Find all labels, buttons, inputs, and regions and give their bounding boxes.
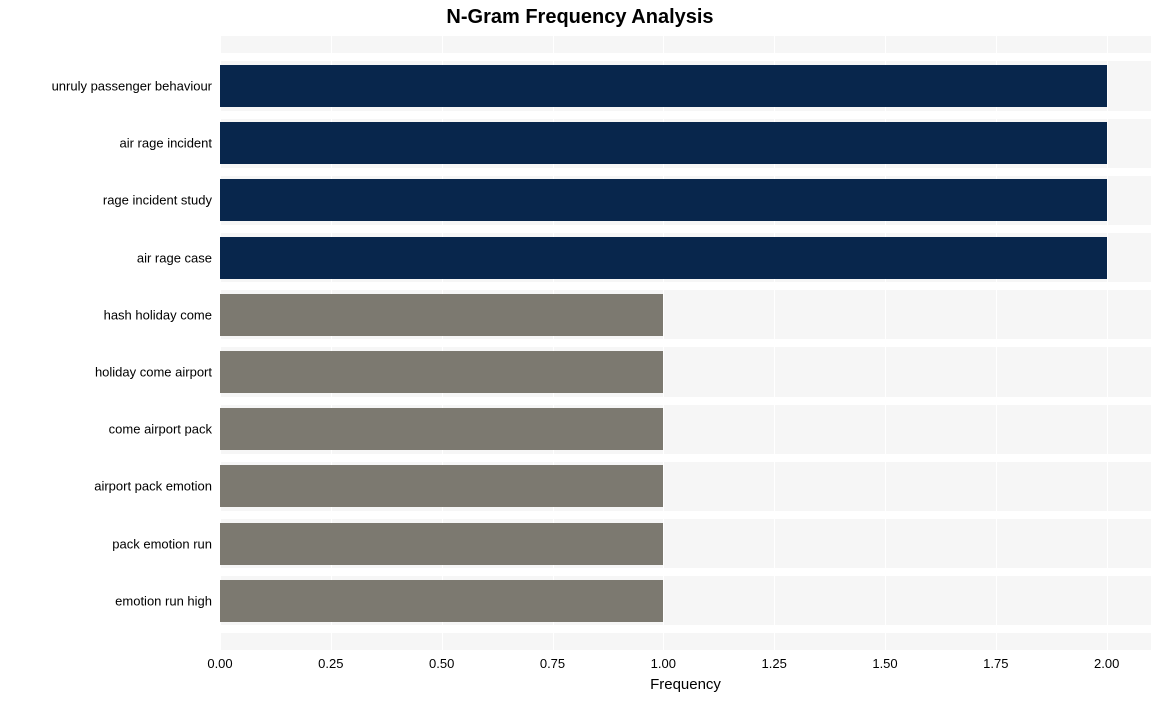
x-tick-label: 0.50: [429, 656, 454, 671]
y-tick-label: air rage case: [0, 251, 212, 264]
y-tick-label: rage incident study: [0, 194, 212, 207]
bar: [220, 523, 663, 565]
bar: [220, 351, 663, 393]
bar: [220, 580, 663, 622]
y-tick-label: air rage incident: [0, 137, 212, 150]
plot-area: [220, 36, 1151, 650]
x-tick-label: 1.00: [651, 656, 676, 671]
x-tick-label: 1.25: [762, 656, 787, 671]
y-tick-label: airport pack emotion: [0, 480, 212, 493]
x-tick-label: 0.75: [540, 656, 565, 671]
y-tick-label: pack emotion run: [0, 537, 212, 550]
x-axis-label: Frequency: [650, 676, 721, 693]
bar: [220, 408, 663, 450]
y-tick-label: unruly passenger behaviour: [0, 80, 212, 93]
y-tick-label: emotion run high: [0, 594, 212, 607]
bar: [220, 122, 1107, 164]
bar: [220, 237, 1107, 279]
y-tick-label: hash holiday come: [0, 308, 212, 321]
bar: [220, 465, 663, 507]
chart-title: N-Gram Frequency Analysis: [0, 6, 1160, 29]
bar: [220, 179, 1107, 221]
bar: [220, 294, 663, 336]
gridline: [1107, 36, 1108, 650]
x-tick-label: 2.00: [1094, 656, 1119, 671]
x-tick-label: 1.50: [872, 656, 897, 671]
x-tick-label: 0.00: [207, 656, 232, 671]
panel-band: [220, 633, 1151, 650]
y-tick-label: come airport pack: [0, 423, 212, 436]
bar: [220, 65, 1107, 107]
chart-container: N-Gram Frequency Analysis unruly passeng…: [0, 0, 1160, 701]
x-tick-label: 1.75: [983, 656, 1008, 671]
y-tick-label: holiday come airport: [0, 366, 212, 379]
panel-band: [220, 36, 1151, 53]
x-tick-label: 0.25: [318, 656, 343, 671]
